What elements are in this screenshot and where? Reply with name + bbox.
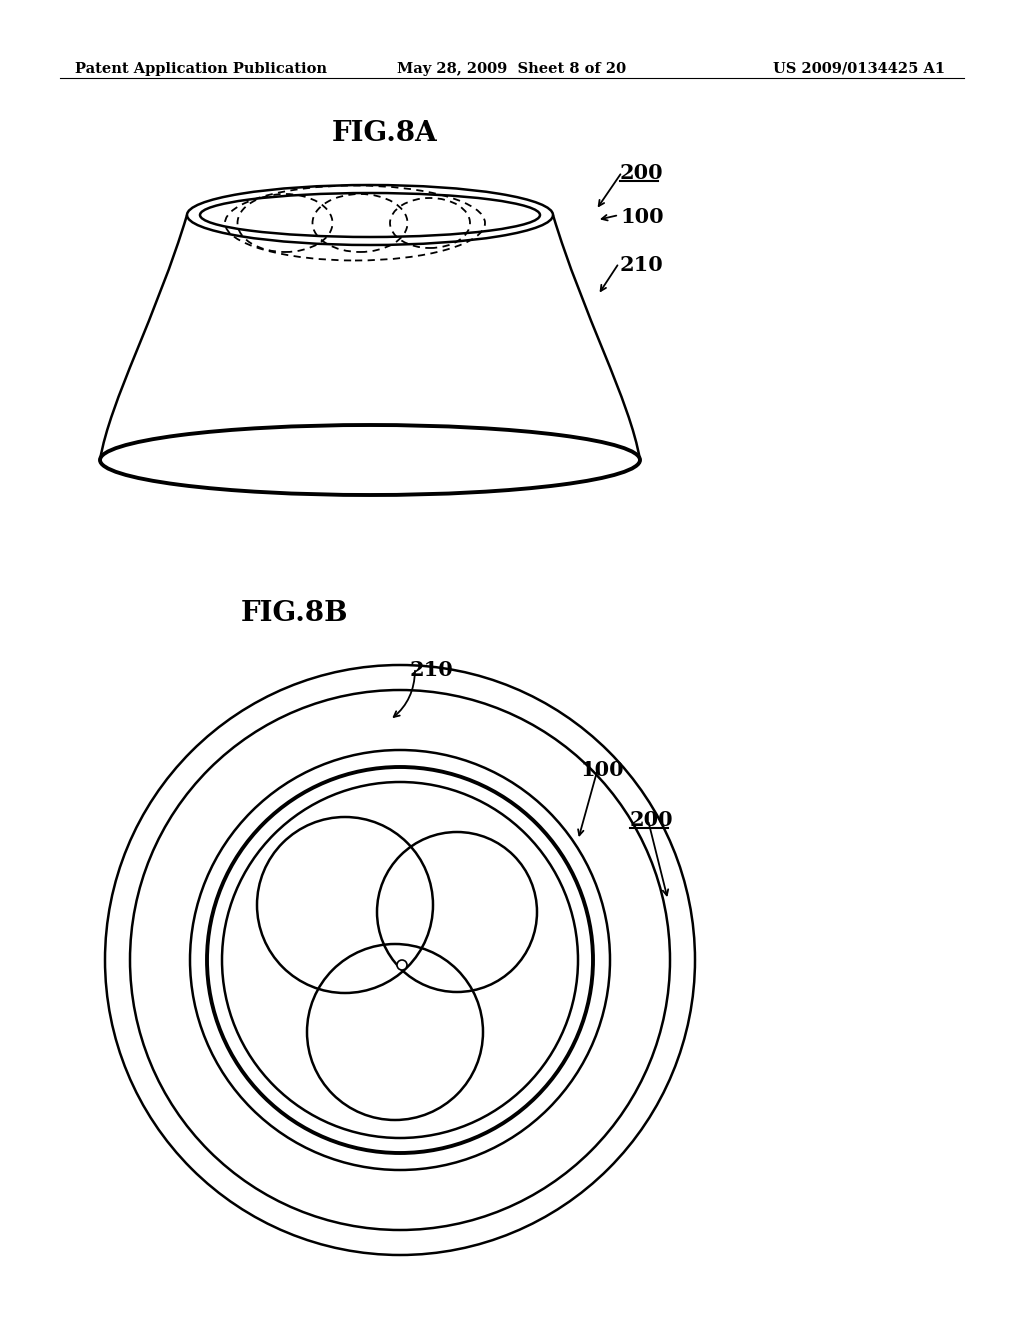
Text: 210: 210 bbox=[410, 660, 454, 680]
Text: US 2009/0134425 A1: US 2009/0134425 A1 bbox=[773, 62, 945, 77]
Text: FIG.8B: FIG.8B bbox=[242, 601, 349, 627]
Text: Patent Application Publication: Patent Application Publication bbox=[75, 62, 327, 77]
Text: 100: 100 bbox=[580, 760, 624, 780]
Text: May 28, 2009  Sheet 8 of 20: May 28, 2009 Sheet 8 of 20 bbox=[397, 62, 627, 77]
Text: 210: 210 bbox=[620, 255, 664, 275]
Text: FIG.8A: FIG.8A bbox=[332, 120, 438, 147]
Text: 100: 100 bbox=[620, 207, 664, 227]
Text: 200: 200 bbox=[620, 162, 664, 183]
Circle shape bbox=[397, 960, 407, 970]
Text: 200: 200 bbox=[630, 810, 674, 830]
